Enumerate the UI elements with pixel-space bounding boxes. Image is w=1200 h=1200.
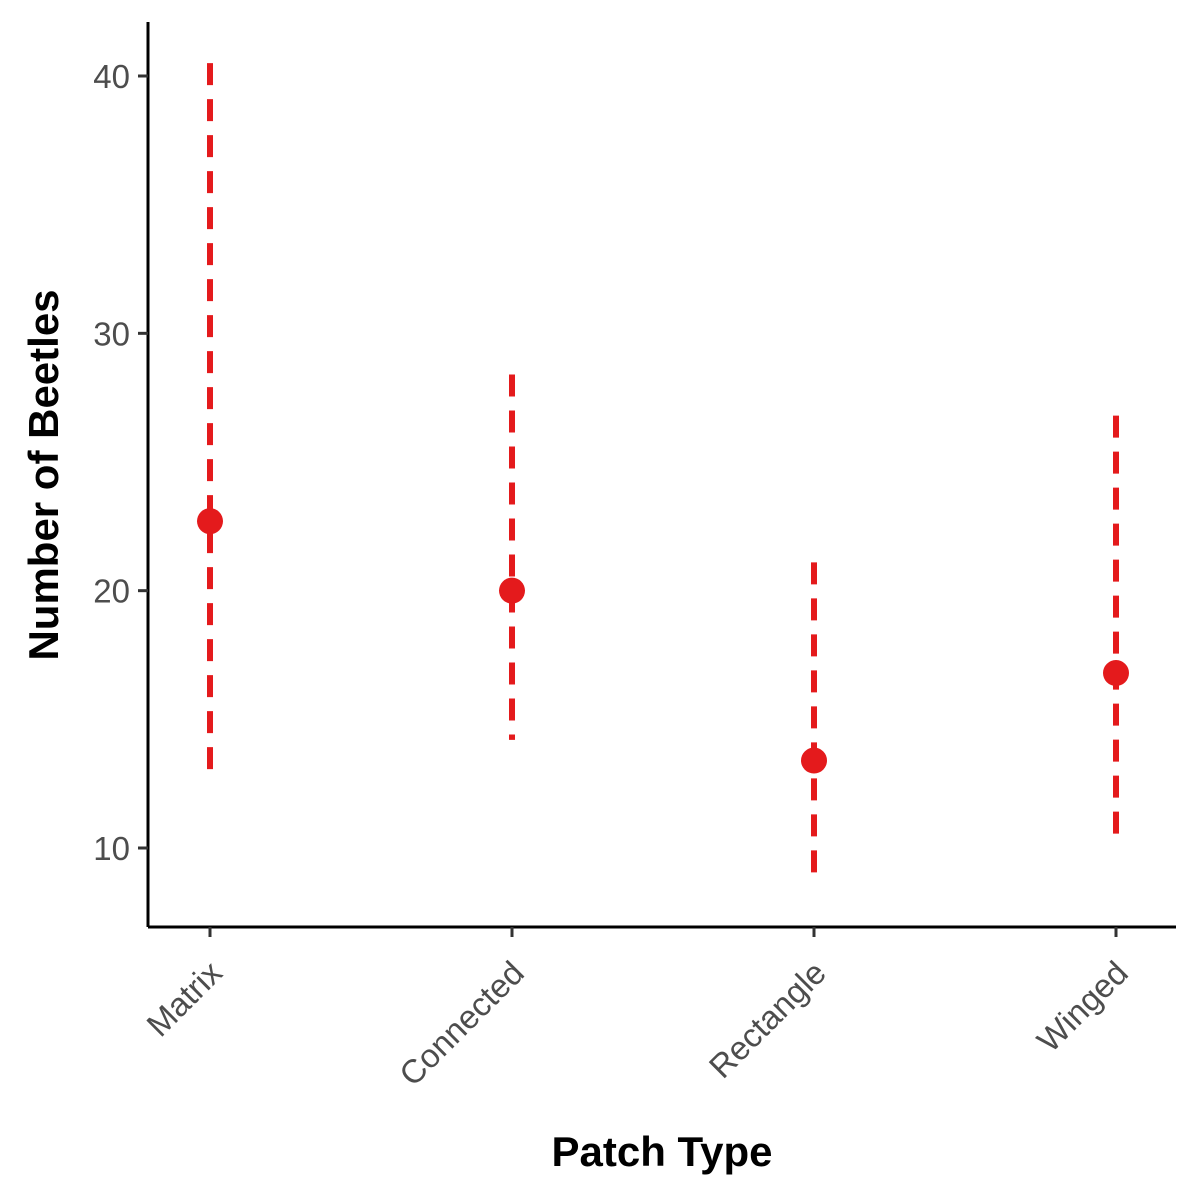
x-axis-title: Patch Type [552, 1128, 773, 1175]
x-tick-label: Winged [1030, 954, 1135, 1059]
y-axis-title: Number of Beetles [20, 289, 67, 660]
x-tick-label: Rectangle [702, 954, 833, 1085]
mean-point [801, 747, 827, 774]
y-tick-label: 20 [93, 573, 130, 610]
y-axis-ticks: 10 20 30 40 [93, 58, 148, 867]
x-tick-label: Connected [392, 954, 531, 1093]
mean-point [499, 577, 525, 604]
plot-marks [197, 63, 1129, 885]
y-tick-label: 10 [93, 830, 130, 867]
y-tick-label: 30 [93, 315, 130, 352]
mean-point [197, 508, 223, 535]
x-tick-label: Matrix [139, 953, 229, 1043]
x-axis-ticks: Matrix Connected Rectangle Winged [139, 927, 1135, 1093]
y-tick-label: 40 [93, 58, 130, 95]
mean-point [1103, 660, 1129, 687]
